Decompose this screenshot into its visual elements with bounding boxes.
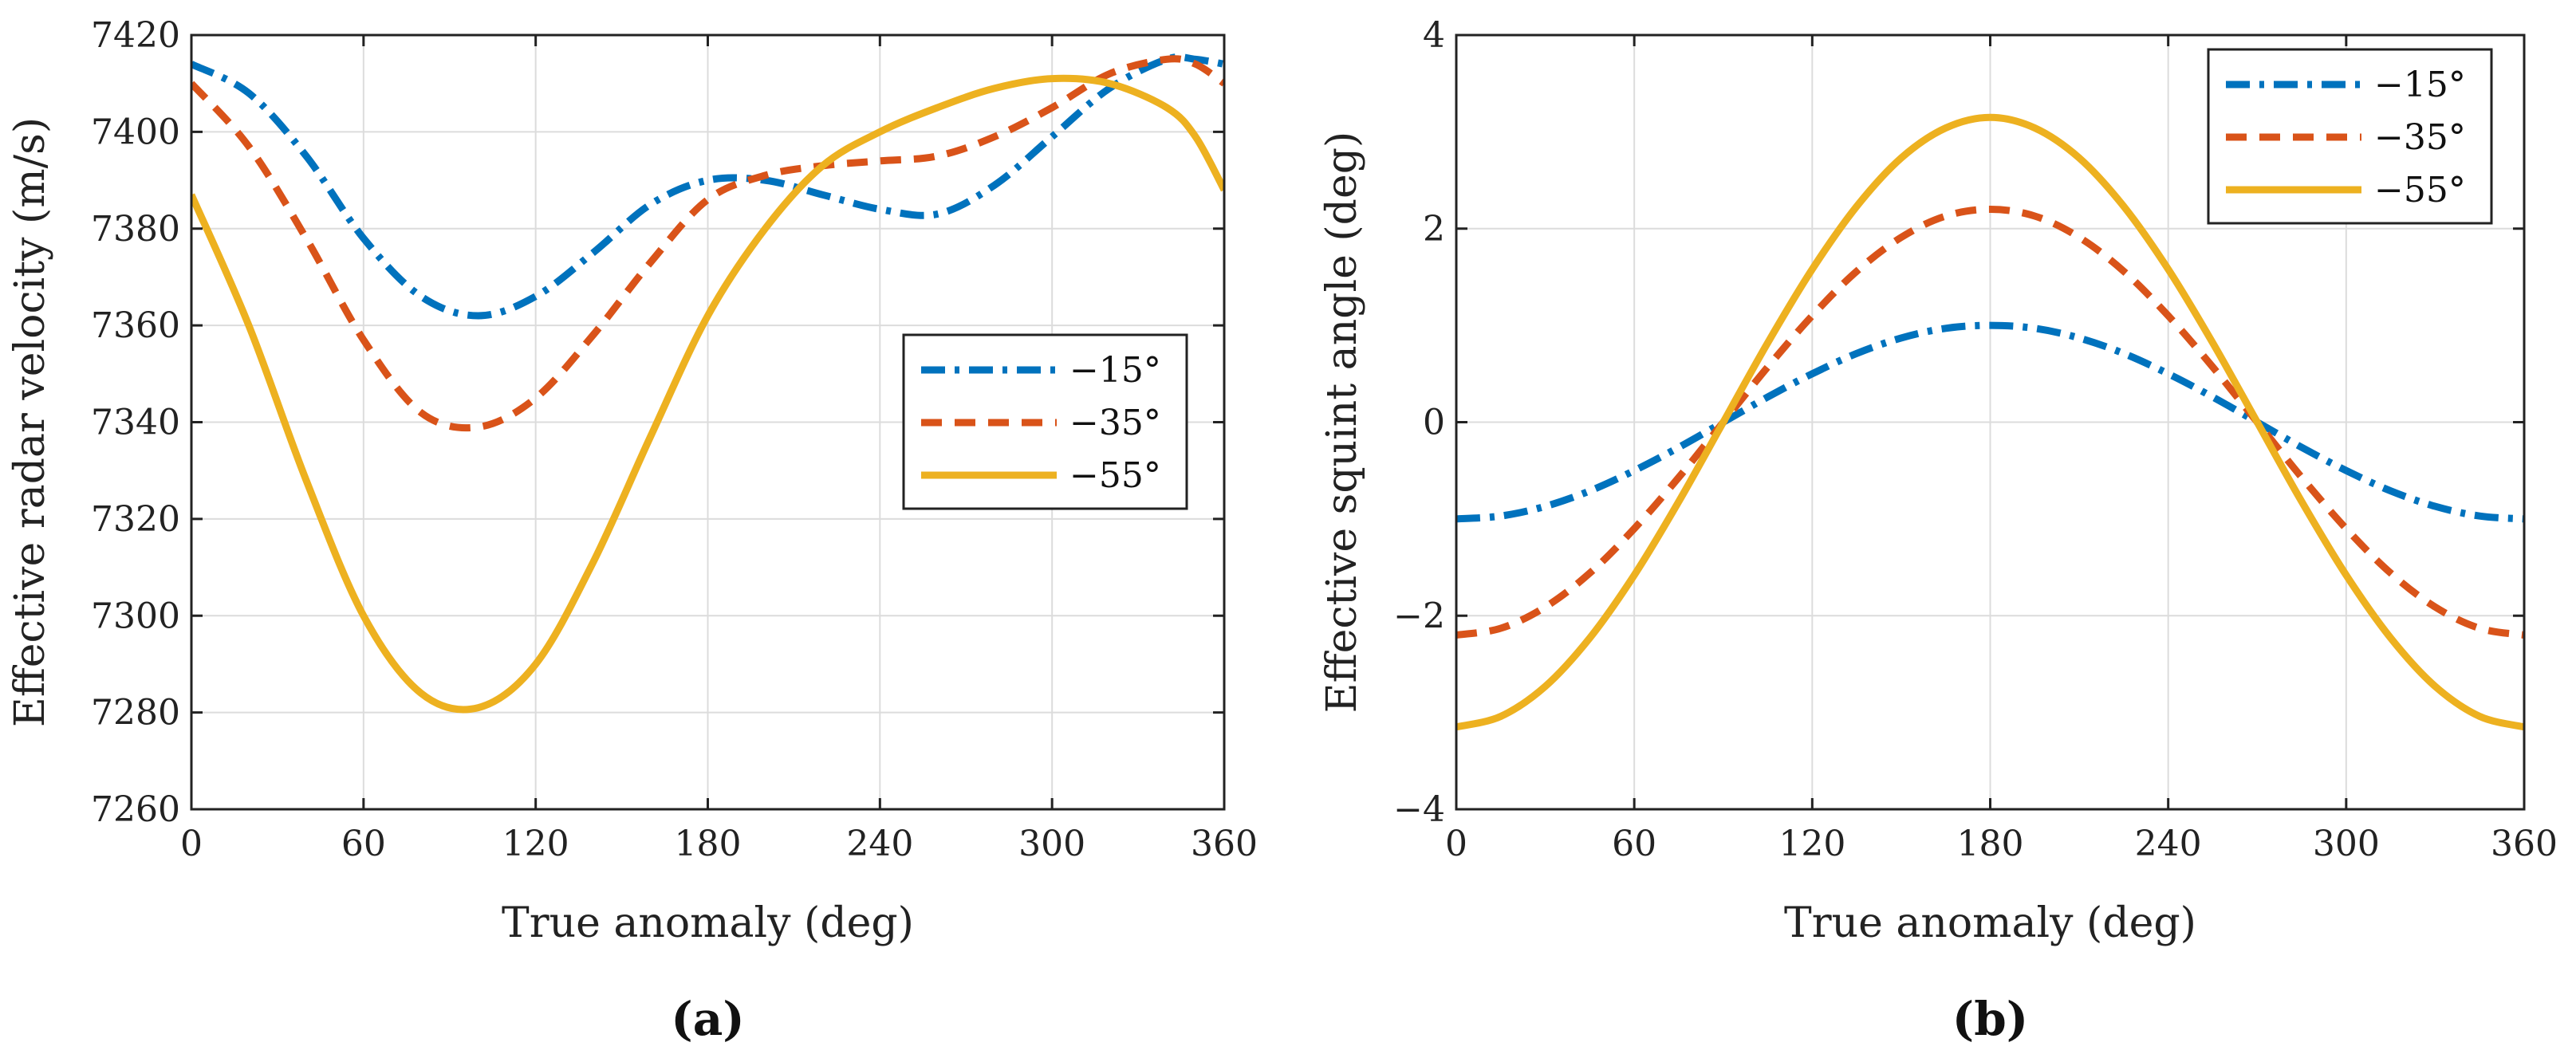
y-tick-label: 7260 [91,789,180,830]
x-tick-label: 300 [1018,824,1085,864]
x-tick-label: 360 [1191,824,1258,864]
x-tick-label: 240 [846,824,913,864]
y-axis-label: Effective squint angle (deg) [1318,132,1366,714]
y-tick-label: −4 [1393,789,1445,830]
x-tick-label: 120 [502,824,569,864]
series-line-1 [191,53,1224,320]
y-tick-label: 7300 [91,596,180,636]
legend-label-2: −35° [1069,403,1161,443]
y-tick-label: −2 [1393,596,1445,636]
x-axis-label: True anomaly (deg) [502,899,914,947]
legend-label-3: −55° [2374,170,2466,210]
legend-label-3: −55° [1069,455,1161,496]
chart-a: 0 60 120 180 240 300 360 7260 7280 7300 7320 7340 73… [6,15,1258,1046]
series-line-1 [1456,321,2524,523]
y-tick-label: 7340 [91,403,180,443]
x-tick-label: 300 [2313,824,2380,864]
series-line-3 [191,74,1224,714]
y-tick-label: 7320 [91,499,180,540]
panel-label: (b) [1952,992,2028,1046]
x-tick-label: 360 [2491,824,2558,864]
y-axis-label: Effective radar velocity (m/s) [6,117,54,727]
x-tick-label: 120 [1778,824,1845,864]
legend-box [902,333,1188,510]
x-tick-label: 60 [341,824,386,864]
x-tick-label: 60 [1612,824,1656,864]
x-tick-label: 180 [1957,824,2024,864]
x-tick-label: 0 [180,824,203,864]
series-line-3 [1456,113,2524,731]
y-tick-label: 7360 [91,305,180,346]
y-tick-label: 7380 [91,209,180,250]
legend-label-1: −15° [1069,350,1161,391]
legend-label-2: −35° [2374,117,2466,158]
legend-label-1: −15° [2374,65,2466,105]
y-tick-label: 7420 [91,15,180,56]
panel-label: (a) [671,992,744,1046]
y-tick-label: 0 [1423,403,1445,443]
y-tick-label: 4 [1423,15,1445,56]
x-tick-label: 240 [2135,824,2202,864]
series-line-2 [1456,206,2524,639]
legend-box [2207,48,2493,225]
chart-b: 0 60 120 180 240 300 360 −4 −2 0 2 4 True anomaly (d… [1318,15,2558,1046]
y-tick-label: 7400 [91,112,180,152]
x-axis-label: True anomaly (deg) [1784,899,2196,947]
series-line-2 [191,55,1224,432]
x-tick-label: 180 [675,824,742,864]
y-tick-label: 2 [1423,209,1445,250]
x-tick-label: 0 [1445,824,1467,864]
legend: −15° −35° −55° [902,333,1188,510]
y-tick-label: 7280 [91,693,180,734]
legend: −15° −35° −55° [2207,48,2493,225]
